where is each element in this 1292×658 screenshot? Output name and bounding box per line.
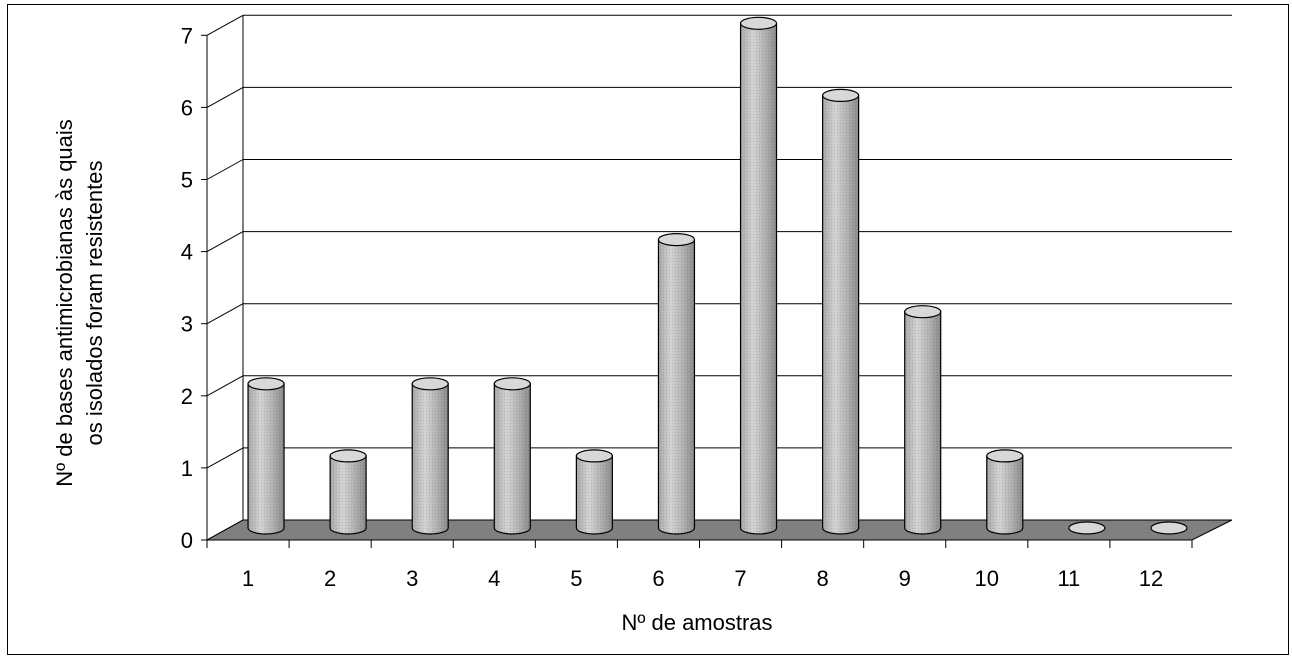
- x-tick-label: 9: [899, 566, 911, 591]
- x-tick-label: 2: [324, 566, 336, 591]
- y-tick-label: 5: [181, 168, 193, 193]
- y-tick-label: 7: [181, 23, 193, 48]
- x-tick-label: 7: [734, 566, 746, 591]
- bar-9: [904, 305, 942, 535]
- bar-top: [904, 305, 942, 319]
- x-tick-label: 6: [652, 566, 664, 591]
- side-wall-line: [206, 519, 244, 541]
- bar-top: [739, 16, 778, 30]
- bar-10: [986, 449, 1024, 535]
- bar-texture: [658, 239, 695, 534]
- bar-texture: [576, 455, 613, 534]
- bar-top: [411, 377, 449, 391]
- x-tick-label: 11: [1057, 566, 1080, 591]
- bar-top: [822, 88, 860, 103]
- y-tick-label: 6: [181, 95, 193, 120]
- bar-texture: [412, 383, 449, 534]
- bar-top: [1150, 521, 1188, 535]
- y-tick-label: 1: [181, 456, 193, 481]
- bar-top: [1068, 521, 1106, 535]
- side-wall-line: [206, 159, 244, 180]
- bar-1: [247, 377, 285, 535]
- bar-texture: [330, 455, 367, 534]
- bar-top: [657, 233, 696, 247]
- bar-top: [329, 449, 367, 463]
- x-tick-label: 3: [406, 566, 418, 591]
- bar-texture: [822, 95, 859, 535]
- bar-2: [329, 449, 367, 535]
- side-wall-line: [206, 447, 244, 469]
- bar-texture: [986, 455, 1023, 534]
- bar-12: [1150, 521, 1188, 535]
- x-axis-title: Nº de amostras: [621, 610, 772, 635]
- x-tick-label: 12: [1139, 566, 1163, 591]
- y-tick-label: 4: [181, 240, 193, 265]
- bar-texture: [494, 383, 531, 534]
- bar-3: [411, 377, 449, 535]
- bar-5: [575, 449, 613, 535]
- side-wall-line: [206, 303, 244, 325]
- bar-top: [986, 449, 1024, 463]
- y-axis-title-line-2: os isolados foram resistentes: [82, 161, 107, 446]
- x-tick-label: 10: [975, 566, 999, 591]
- x-tick-label: 1: [242, 566, 254, 591]
- x-tick-label: 4: [488, 566, 500, 591]
- bar-texture: [248, 383, 285, 534]
- y-tick-label: 2: [181, 384, 193, 409]
- y-axis-title-line-1: Nº de bases antimicrobianas às quais: [52, 119, 77, 487]
- bar-top: [247, 377, 285, 391]
- bar-top: [575, 449, 613, 463]
- bar-top: [493, 377, 531, 391]
- y-tick-label: 0: [181, 528, 193, 553]
- x-tick-label: 5: [570, 566, 582, 591]
- side-wall-line: [206, 375, 244, 397]
- bar-7: [739, 16, 778, 535]
- bar-11: [1068, 521, 1106, 535]
- bar-6: [657, 233, 696, 535]
- bar-texture: [904, 311, 941, 534]
- side-wall-line: [206, 231, 244, 253]
- side-wall-line: [206, 14, 244, 36]
- bar-texture: [740, 23, 777, 535]
- chart-frame: [7, 4, 1289, 655]
- bar-4: [493, 377, 531, 535]
- y-tick-label: 3: [181, 312, 193, 337]
- side-wall-line: [206, 86, 244, 108]
- bar-8: [822, 88, 860, 535]
- x-tick-label: 8: [817, 566, 829, 591]
